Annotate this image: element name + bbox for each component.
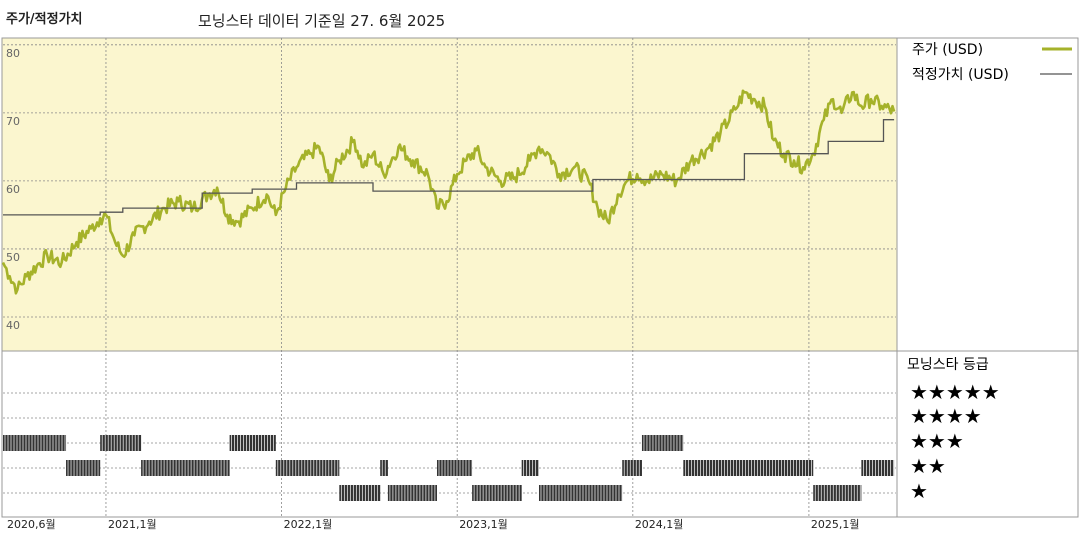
x-tick-label: 2024,1월 — [635, 518, 684, 531]
rating-bar-fill — [641, 435, 684, 451]
rating-bar — [380, 460, 388, 476]
legend-star-2: ★★ — [910, 454, 946, 478]
legend-fair-label: 적정가치 (USD) — [912, 67, 1009, 83]
rating-bar — [683, 460, 814, 476]
rating-bar — [3, 435, 67, 451]
y-tick-label: 40 — [6, 319, 20, 332]
x-tick-label: 2023,1월 — [459, 518, 508, 531]
rating-bar-fill — [472, 485, 522, 501]
x-tick-label: 2020,6월 — [7, 518, 56, 531]
rating-bars — [3, 435, 895, 501]
legend-star-3: ★★★ — [910, 429, 964, 453]
chart-subtitle: 모닝스타 데이터 기준일 27. 6월 2025 — [198, 12, 446, 30]
rating-bar — [66, 460, 101, 476]
rating-bar-fill — [339, 485, 381, 501]
legend-rating-title: 모닝스타 등급 — [907, 357, 989, 373]
legend-star-1: ★ — [910, 479, 928, 503]
grid-lines — [3, 38, 896, 517]
y-tick-labels: 80 70 60 50 40 — [6, 47, 20, 332]
rating-bar — [100, 435, 142, 451]
rating-bar — [622, 460, 642, 476]
x-tick-labels: 2020,6월 2021,1월 2022,1월 2023,1월 2024,1월 2025,… — [7, 518, 860, 531]
rating-bar-fill — [538, 485, 623, 501]
rating-bar-fill — [3, 435, 67, 451]
legend: 주가 (USD) 적정가치 (USD) 모닝스타 등급 ★★★★★ ★★★★ ★… — [907, 42, 1072, 503]
y-tick-label: 60 — [6, 183, 20, 196]
x-tick-label: 2025,1월 — [811, 518, 860, 531]
rating-bar — [229, 435, 276, 451]
x-tick-label: 2022,1월 — [284, 518, 333, 531]
rating-bar-fill — [100, 435, 142, 451]
x-tick-label: 2021,1월 — [108, 518, 157, 531]
rating-bar — [472, 485, 522, 501]
y-tick-label: 50 — [6, 251, 20, 264]
rating-bar — [387, 485, 437, 501]
legend-price-label: 주가 (USD) — [912, 42, 983, 58]
rating-bar — [813, 485, 862, 501]
rating-bar — [538, 485, 623, 501]
rating-bar — [436, 460, 473, 476]
rating-bar — [861, 460, 895, 476]
legend-star-5: ★★★★★ — [910, 380, 1000, 404]
y-tick-label: 70 — [6, 115, 20, 128]
series-lines — [1, 89, 896, 295]
legend-star-4: ★★★★ — [910, 404, 982, 428]
chart-left-title: 주가/적정가치 — [6, 12, 83, 27]
rating-bar-fill — [813, 485, 862, 501]
series-fair-value-line — [3, 119, 895, 216]
rating-bar — [275, 460, 340, 476]
rating-panel-background — [1, 350, 898, 518]
rating-bar — [141, 460, 230, 476]
rating-bar — [641, 435, 684, 451]
legend-area — [896, 37, 1079, 518]
rating-bar — [521, 460, 540, 476]
y-tick-label: 80 — [6, 47, 20, 60]
rating-bar — [339, 485, 381, 501]
rating-bar-fill — [387, 485, 437, 501]
rating-bar-fill — [521, 460, 539, 476]
series-price-line — [1, 89, 896, 295]
rating-bar-fill — [380, 460, 388, 476]
